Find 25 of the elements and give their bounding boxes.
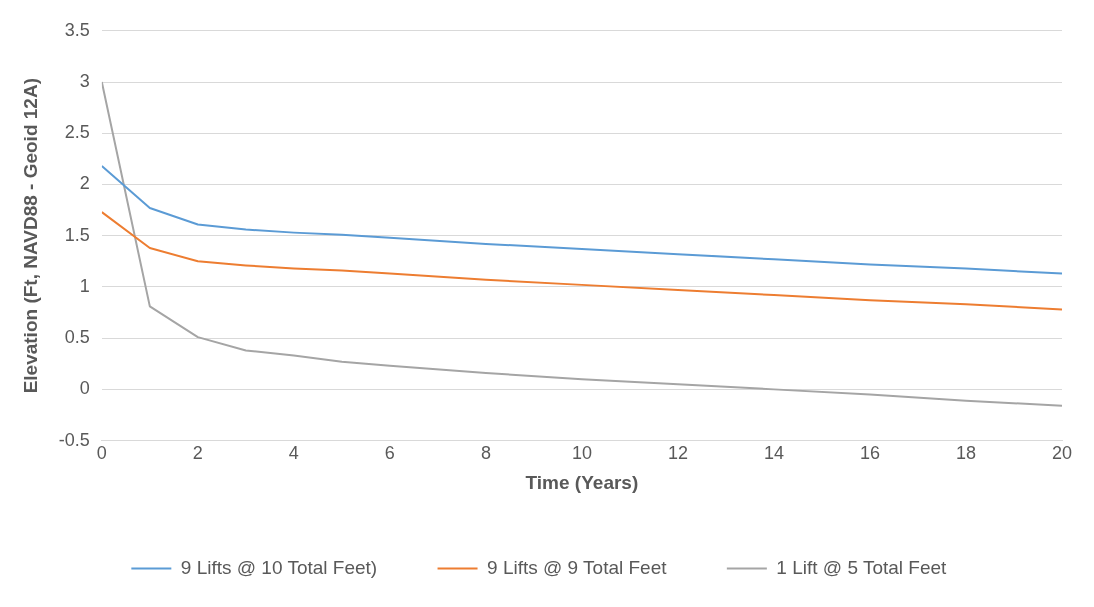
x-tick-label: 10 xyxy=(571,443,592,464)
y-tick-label: 3 xyxy=(79,70,90,91)
x-tick-label: 0 xyxy=(96,443,107,464)
x-tick-label: 20 xyxy=(1051,443,1073,464)
legend-label: 1 Lift @ 5 Total Feet xyxy=(776,556,948,578)
legend-label: 9 Lifts @ 10 Total Feet) xyxy=(180,556,378,578)
y-tick-label: -0.5 xyxy=(58,429,90,450)
y-tick-label: 1 xyxy=(79,275,90,296)
x-tick-label: 4 xyxy=(288,443,299,464)
y-tick-label: 0.5 xyxy=(64,327,90,348)
y-axis-title: Elevation (Ft, NAVD88 - Geoid 12A) xyxy=(19,78,41,394)
x-axis-title: Time (Years) xyxy=(525,471,639,493)
x-tick-label: 2 xyxy=(192,443,203,464)
x-tick-label: 12 xyxy=(667,443,688,464)
x-tick-label: 18 xyxy=(955,443,976,464)
x-tick-label: 6 xyxy=(384,443,395,464)
x-tick-label: 8 xyxy=(480,443,491,464)
x-tick-label: 14 xyxy=(763,443,784,464)
legend-label: 9 Lifts @ 9 Total Feet xyxy=(487,556,668,578)
y-tick-label: 3.5 xyxy=(64,19,90,40)
x-tick-label: 16 xyxy=(859,443,880,464)
y-tick-label: 0 xyxy=(79,378,90,399)
y-tick-label: 1.5 xyxy=(64,224,90,245)
y-tick-label: 2 xyxy=(79,173,90,194)
y-tick-label: 2.5 xyxy=(64,122,90,143)
